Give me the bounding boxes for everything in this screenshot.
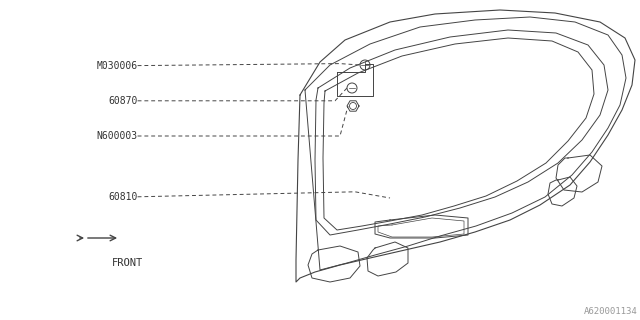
Text: M030006: M030006: [97, 60, 138, 71]
Text: A620001134: A620001134: [584, 307, 638, 316]
Text: FRONT: FRONT: [112, 258, 143, 268]
Text: N600003: N600003: [97, 131, 138, 141]
Text: 60870: 60870: [108, 96, 138, 106]
Text: 60810: 60810: [108, 192, 138, 202]
